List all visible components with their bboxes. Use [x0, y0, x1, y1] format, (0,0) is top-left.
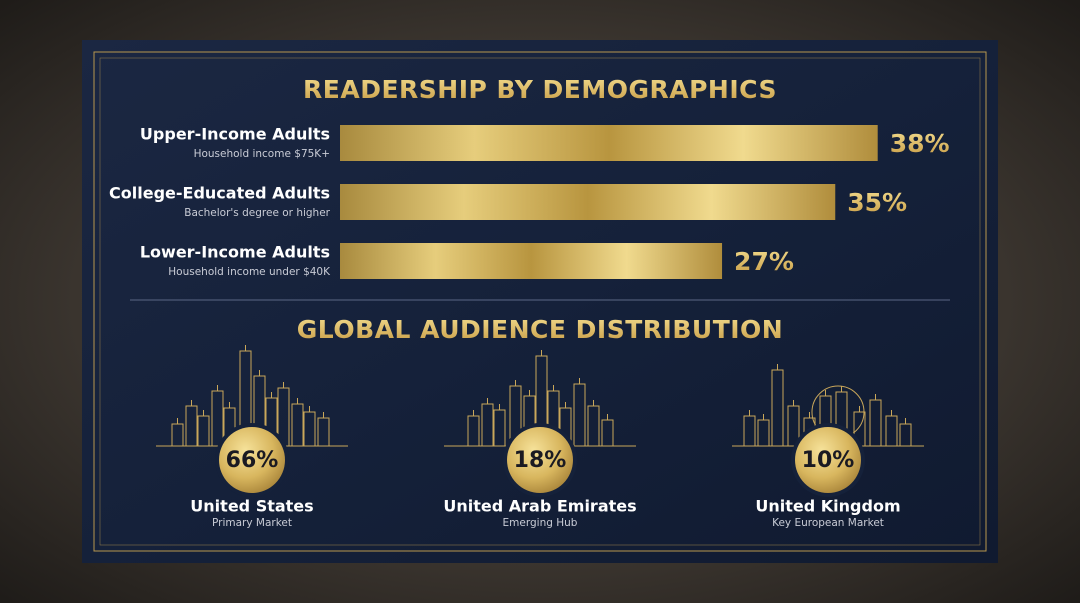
country-subtitle: Primary Market [212, 517, 292, 529]
stat-value: 10% [802, 448, 855, 473]
value-label: 35% [847, 188, 907, 217]
value-label: 27% [734, 247, 794, 276]
country-label: United States [190, 497, 313, 516]
category-subtitle: Household income $75K+ [194, 148, 330, 160]
stat-circle [219, 427, 285, 493]
panel-border-inner [99, 57, 981, 546]
value-label: 38% [890, 129, 950, 158]
category-label: Upper-Income Adults [140, 125, 330, 144]
stat-value: 18% [514, 448, 567, 473]
bar [340, 243, 723, 279]
section-title: READERSHIP BY DEMOGRAPHICS [303, 75, 777, 104]
section-title: GLOBAL AUDIENCE DISTRIBUTION [297, 315, 783, 344]
category-subtitle: Household income under $40K [168, 266, 331, 278]
country-label: United Arab Emirates [443, 497, 636, 516]
category-label: College-Educated Adults [109, 184, 330, 203]
panel-border [93, 51, 987, 552]
bar [340, 125, 878, 161]
stat-circle [507, 427, 573, 493]
category-label: Lower-Income Adults [140, 243, 330, 262]
content: READERSHIP BY DEMOGRAPHICS Upper-Income A… [109, 75, 950, 529]
country-subtitle: Emerging Hub [503, 517, 578, 529]
stat-value: 66% [226, 448, 279, 473]
category-subtitle: Bachelor's degree or higher [184, 207, 330, 219]
country-subtitle: Key European Market [772, 517, 884, 529]
country-label: United Kingdom [755, 497, 900, 516]
bar [340, 184, 836, 220]
stat-circle [795, 427, 861, 493]
